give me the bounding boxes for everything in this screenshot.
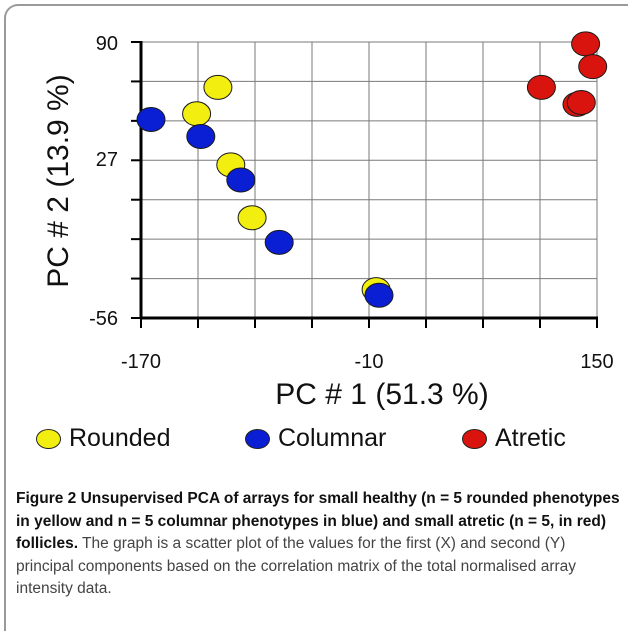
y-tick-label: 27 bbox=[96, 149, 118, 171]
red-circle-icon bbox=[462, 428, 487, 449]
x-tick-label: -10 bbox=[355, 351, 384, 373]
plot-axes bbox=[131, 41, 598, 328]
legend-item-rounded: Rounded bbox=[36, 424, 170, 453]
data-point-columnar bbox=[264, 229, 294, 255]
legend-label: Rounded bbox=[69, 424, 171, 452]
legend-item-atretic: Atretic bbox=[462, 424, 566, 453]
data-point-atretic bbox=[566, 90, 596, 115]
caption-title: Figure 2 Unsupervised PCA of arrays for … bbox=[16, 490, 620, 552]
figure-caption: Figure 2 Unsupervised PCA of arrays for … bbox=[16, 488, 621, 601]
data-point-columnar bbox=[186, 124, 216, 149]
legend-item-columnar: Columnar bbox=[245, 424, 386, 453]
data-point-atretic bbox=[571, 31, 601, 57]
y-axis-label: PC # 2 (13.9 %) bbox=[42, 74, 75, 287]
y-tick-label: -56 bbox=[89, 308, 118, 330]
legend-label: Columnar bbox=[278, 424, 387, 452]
tick-labels: -170 -10 150 90 27 -56 bbox=[89, 33, 614, 373]
data-point-columnar bbox=[226, 167, 256, 193]
yellow-circle-icon bbox=[36, 428, 61, 449]
x-axis-label: PC # 1 (51.3 %) bbox=[275, 378, 488, 411]
legend-label: Atretic bbox=[495, 424, 566, 452]
data-point-rounded bbox=[203, 74, 233, 100]
legend: Rounded Columnar Atretic bbox=[36, 424, 616, 464]
data-point-rounded bbox=[182, 101, 212, 127]
x-tick-label: -170 bbox=[121, 351, 161, 373]
data-point-columnar bbox=[364, 282, 394, 308]
caption-body: The graph is a scatter plot of the value… bbox=[16, 535, 577, 597]
y-tick-label: 90 bbox=[96, 33, 118, 55]
data-points bbox=[136, 31, 608, 308]
figure-frame bbox=[4, 4, 628, 631]
x-tick-label: 150 bbox=[580, 351, 613, 373]
pca-scatter-plot: -170 -10 150 90 27 -56 PC # 1 (51.3 %) P… bbox=[42, 31, 614, 411]
blue-circle-icon bbox=[245, 428, 270, 449]
data-point-atretic bbox=[526, 74, 556, 100]
data-point-rounded bbox=[237, 205, 267, 231]
data-point-columnar bbox=[136, 107, 166, 132]
data-point-atretic bbox=[578, 54, 608, 80]
